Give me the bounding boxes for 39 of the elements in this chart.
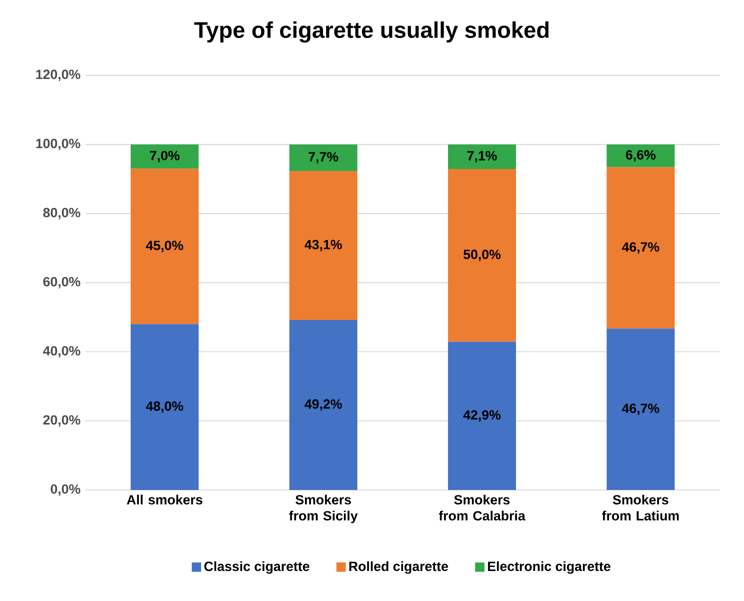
bar [448,168,516,342]
y-tick-label: 0,0% [50,484,80,496]
chart-title: Type of cigarette usually smoked [194,21,549,43]
bar [448,144,516,169]
legend-label: Rolled cigarette [349,561,448,574]
bar [130,144,199,169]
data-label: 6,6% [626,150,656,162]
data-label: 46,7% [622,404,660,416]
data-label: 43,1% [304,240,342,252]
bar [606,167,675,329]
legend-label: Classic cigarette [204,561,310,574]
y-tick-label: 20,0% [43,415,80,427]
legend-label: Electronic cigarette [488,561,610,574]
x-tick-label: Smokers from Sicily [289,494,358,524]
y-tick-label: 60,0% [43,276,80,288]
x-tick-label: All smokers [126,494,202,504]
bar [289,320,358,490]
x-tick-label: Smokers from Calabria [438,494,526,520]
data-label: 42,9% [463,410,501,422]
bar [289,144,358,172]
data-label: 7,0% [150,150,180,162]
y-tick-label: 100,0% [36,138,80,150]
y-tick-label: 120,0% [36,70,80,82]
data-label: 7,1% [467,151,497,162]
data-label: 48,0% [146,401,184,413]
bar [130,168,199,324]
data-label: 45,0% [146,240,184,252]
bar [606,328,675,490]
y-tick-label: 40,0% [43,346,80,358]
bar [130,324,199,490]
data-label: 7,7% [308,152,338,164]
data-label: 46,7% [622,242,660,254]
y-tick-label: 80,0% [43,208,80,220]
bar [448,342,516,490]
bar [289,171,358,320]
data-label: 50,0% [464,250,501,262]
bar [606,144,675,168]
x-tick-label: Smokers from Latium [602,494,679,520]
data-label: 49,2% [304,399,342,411]
